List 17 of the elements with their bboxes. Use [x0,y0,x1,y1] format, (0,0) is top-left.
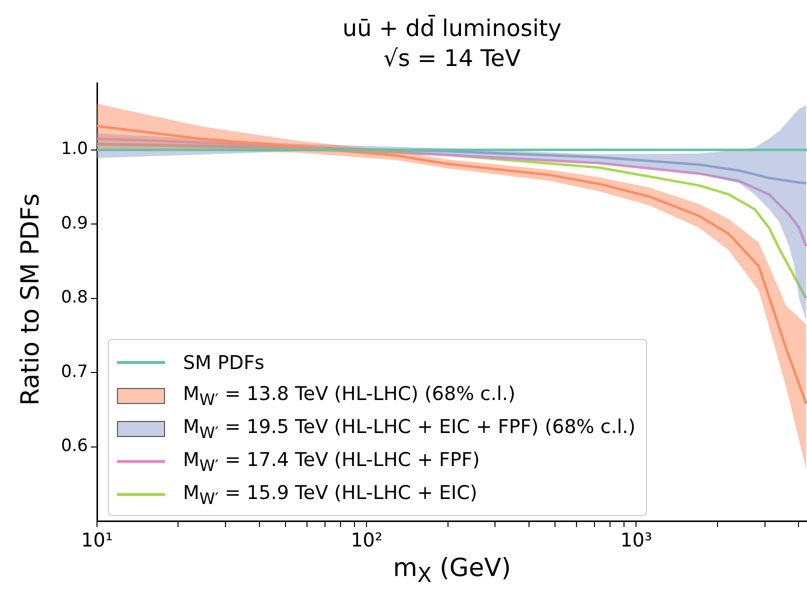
legend-label: M$_{W′}$ = 19.5 TeV (HL-LHC + EIC + FPF) (68% c.l.) [183,416,636,442]
x-tick-label: 10³ [620,529,652,552]
y-tick-label: 0.9 [60,213,88,234]
y-tick-label: 0.7 [60,362,88,382]
legend-label: M$_{W′}$ = 15.9 TeV (HL-LHC + EIC) [183,482,478,508]
y-axis-title: Ratio to SM PDFs [16,192,44,408]
legend-label: M$_{W′}$ = 17.4 TeV (HL-LHC + FPF) [183,448,480,474]
legend-label: M$_{W′}$ = 13.8 TeV (HL-LHC) (68% c.l.) [183,382,516,408]
x-tick-label: 10² [350,529,383,552]
chart-subtitle: √s = 14 TeV [383,46,521,72]
chart-title: uū + dd̄ luminosity [342,16,562,42]
y-tick-label: 0.8 [60,288,88,308]
x-tick-label: 10¹ [81,529,113,552]
y-tick-label: 0.6 [60,436,88,456]
legend-label: SM PDFs [183,352,264,374]
x-axis-title: m$_{X}$ (GeV) [392,553,512,587]
y-tick-label: 1.0 [60,139,88,160]
